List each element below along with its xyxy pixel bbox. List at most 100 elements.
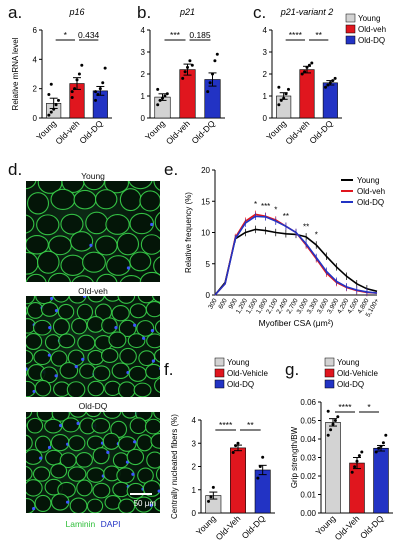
muscle-fiber bbox=[92, 482, 111, 499]
y-tick-label: 2 bbox=[192, 463, 197, 472]
nucleus bbox=[151, 359, 155, 363]
muscle-fiber-image bbox=[26, 412, 160, 513]
nucleus bbox=[81, 357, 85, 361]
nucleus bbox=[83, 296, 87, 298]
muscle-fiber bbox=[60, 254, 86, 276]
x-tick-label: Old-veh bbox=[164, 118, 192, 146]
micrograph-title-old-dq: Old-DQ bbox=[78, 401, 108, 411]
data-point bbox=[231, 451, 235, 455]
data-point bbox=[355, 459, 359, 463]
muscle-fiber bbox=[71, 275, 94, 282]
y-tick-label: 4 bbox=[263, 26, 268, 35]
panel-letter-a: a. bbox=[8, 3, 23, 22]
y-tick-label: 15 bbox=[201, 197, 210, 206]
legend-swatch bbox=[324, 368, 335, 378]
data-point bbox=[377, 446, 381, 450]
data-point bbox=[324, 85, 328, 89]
y-tick-label: 0.06 bbox=[300, 398, 316, 407]
nucleus bbox=[157, 489, 160, 493]
stain-dapi: DAPI bbox=[100, 519, 121, 529]
muscle-fiber bbox=[34, 494, 52, 512]
data-point bbox=[47, 93, 51, 97]
muscle-fiber bbox=[85, 211, 109, 235]
muscle-fiber bbox=[119, 347, 137, 365]
significance-label: 0.185 bbox=[189, 30, 211, 40]
muscle-fiber bbox=[136, 434, 153, 452]
muscle-fiber bbox=[146, 333, 160, 349]
muscle-fiber bbox=[151, 296, 160, 303]
muscle-fiber bbox=[129, 417, 148, 435]
y-tick-label: 1 bbox=[263, 92, 268, 101]
y-tick-label: 0.03 bbox=[300, 454, 316, 463]
data-point bbox=[277, 85, 281, 89]
y-tick-label: 3 bbox=[263, 48, 268, 57]
data-point bbox=[156, 103, 160, 107]
muscle-fiber bbox=[77, 334, 96, 352]
muscle-fiber bbox=[47, 272, 71, 282]
data-point bbox=[284, 92, 288, 96]
muscle-fiber bbox=[61, 417, 80, 433]
data-point bbox=[94, 98, 98, 102]
data-point bbox=[258, 465, 262, 468]
muscle-fiber bbox=[150, 433, 160, 449]
data-point bbox=[300, 72, 304, 76]
data-point bbox=[333, 76, 337, 80]
muscle-fiber-image bbox=[26, 181, 160, 282]
x-tick-label: Old-veh bbox=[53, 118, 81, 146]
muscle-fiber bbox=[112, 452, 130, 469]
data-point bbox=[156, 87, 160, 91]
scale-bar bbox=[130, 493, 152, 495]
data-point bbox=[101, 81, 105, 85]
muscle-fiber bbox=[91, 417, 111, 434]
muscle-fiber bbox=[139, 271, 160, 282]
data-point bbox=[329, 428, 333, 432]
y-axis-label: Relative mRNA level bbox=[11, 37, 20, 110]
muscle-fiber bbox=[68, 435, 86, 452]
nucleus bbox=[89, 243, 93, 247]
muscle-fiber bbox=[70, 231, 94, 252]
muscle-fiber bbox=[136, 320, 155, 337]
muscle-fiber bbox=[76, 479, 93, 497]
muscle-fiber bbox=[67, 466, 87, 482]
data-point bbox=[103, 66, 107, 70]
data-point bbox=[47, 113, 51, 117]
muscle-fiber bbox=[26, 301, 44, 319]
y-tick-label: 0 bbox=[263, 114, 268, 123]
muscle-fiber bbox=[45, 449, 63, 466]
muscle-fiber bbox=[26, 332, 43, 350]
data-point bbox=[379, 444, 383, 448]
muscle-fiber bbox=[154, 348, 160, 363]
data-point bbox=[326, 83, 330, 87]
legend-swatch bbox=[214, 379, 225, 389]
muscle-fiber bbox=[105, 214, 130, 235]
panel-letter-e: e. bbox=[164, 160, 179, 179]
muscle-fiber bbox=[76, 303, 94, 321]
muscle-fiber bbox=[100, 347, 119, 364]
muscle-fiber bbox=[127, 333, 146, 349]
data-point bbox=[234, 444, 238, 448]
data-point bbox=[374, 450, 378, 454]
significance-label: * bbox=[315, 231, 318, 240]
muscle-fiber bbox=[108, 331, 127, 349]
data-point bbox=[77, 72, 81, 76]
y-tick-label: 5 bbox=[206, 260, 211, 269]
x-tick-label: 600 bbox=[217, 297, 229, 310]
muscle-fiber bbox=[119, 275, 143, 282]
chart-title: p21-variant 2 bbox=[280, 7, 334, 17]
legend-label: Young bbox=[358, 14, 380, 23]
micrograph-title-old-veh: Old-veh bbox=[78, 286, 108, 296]
muscle-fiber bbox=[26, 273, 47, 282]
x-tick-label: Old-DQ bbox=[77, 118, 105, 146]
y-tick-label: 2 bbox=[33, 85, 38, 94]
x-axis-label: Myofiber CSA (μm²) bbox=[259, 318, 334, 328]
nucleus bbox=[114, 325, 118, 330]
data-point bbox=[326, 409, 330, 413]
chart-title: p21 bbox=[179, 7, 195, 17]
data-point bbox=[98, 87, 102, 91]
muscle-fiber bbox=[145, 301, 160, 318]
y-tick-label: 1 bbox=[141, 92, 146, 101]
micrograph-old-dq: 50 μm bbox=[26, 412, 160, 513]
muscle-fiber bbox=[60, 213, 84, 235]
series-line-young bbox=[214, 228, 378, 296]
y-tick-label: 3 bbox=[141, 48, 146, 57]
